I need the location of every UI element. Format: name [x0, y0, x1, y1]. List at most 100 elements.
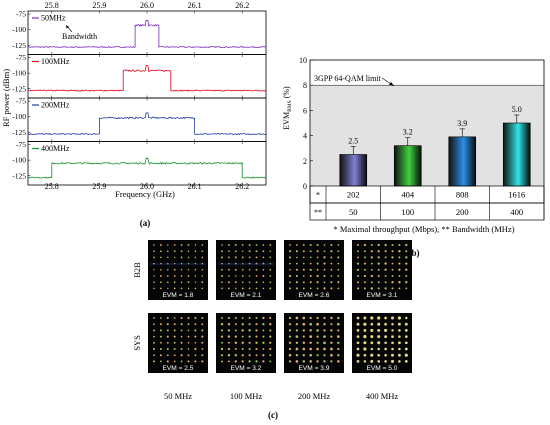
x-top-tick-label: 26.0: [140, 1, 154, 10]
table-cell-throughput: 202: [347, 190, 360, 200]
bar-value-label: 2.5: [348, 137, 358, 146]
evm-label: EVM = 3.1: [367, 292, 398, 299]
constellation-tile: EVM = 2.1: [216, 240, 276, 300]
spectrum-subplot: -75 -100 -125 100MHz: [12, 53, 267, 99]
y-tick-label: 8: [303, 81, 307, 90]
evm-label: EVM = 3.9: [299, 365, 330, 372]
x-bottom-tick-label: 26.0: [140, 182, 154, 191]
spectrum-trace: [27, 65, 267, 92]
table-cell-bandwidth: 100: [401, 207, 414, 217]
constellation-points: [356, 243, 408, 290]
panel-label-c: (c): [268, 410, 278, 420]
constellation-tile: EVM = 1.8: [148, 240, 208, 300]
legend-label: 100MHz: [41, 57, 70, 66]
constellation-points: [221, 244, 272, 290]
spectrum-subplots: -75 -100 -125 50MHz Bandwidth -75 -100 -125 100M…: [12, 10, 267, 186]
table-cell-bandwidth: 50: [349, 207, 358, 217]
column-label: 100 MHz: [230, 391, 263, 401]
table-row-label: **: [314, 208, 322, 217]
y-tick-labels: 0 2 4 6 8 10: [299, 56, 313, 191]
evm-bar-panel: 3GPP 64-QAM limit 0 2 4 6 8 10 2.5 3.2 3.9 5.0 E…: [282, 56, 545, 258]
y-tick-label: -100: [12, 112, 26, 121]
y-tick-label: -125: [12, 171, 26, 180]
constellation-tile: EVM = 3.2: [216, 313, 276, 373]
y-tick-label: 0: [303, 182, 307, 191]
evm-label: EVM = 3.2: [231, 365, 262, 372]
y-tick-label: 2: [303, 157, 307, 166]
y-tick-label: 6: [303, 106, 307, 115]
row-label: SYS: [132, 335, 142, 351]
bar-value-label: 3.2: [403, 128, 413, 137]
evm-bar: [339, 154, 368, 187]
constellation-points: [152, 316, 204, 363]
y-axis-label-subscript: RMS: [287, 100, 293, 112]
constellation-tile: EVM = 5.0: [352, 313, 412, 373]
constellation-background: [352, 240, 412, 300]
panel-label-b: (b): [409, 248, 420, 258]
constellation-tile: EVM = 2.5: [148, 313, 208, 373]
y-tick-label: -75: [16, 97, 26, 106]
spectrum-trace: [27, 157, 267, 179]
constellation-background: [284, 240, 344, 300]
panel-label-a: (a): [140, 218, 151, 228]
table-cell-bandwidth: 200: [456, 207, 469, 217]
x-top-tick-label: 26.2: [235, 1, 249, 10]
bar-value-label: 3.9: [457, 119, 467, 128]
y-tick-label: -125: [12, 128, 26, 137]
x-axis-label: Frequency (GHz): [115, 189, 175, 199]
spectrum-subplot: -75 -100 -125 50MHz Bandwidth: [12, 10, 267, 55]
annotation-arrow-head: [66, 25, 69, 29]
constellation-panel: EVM = 1.8 EVM = 2.1 EVM = 2.6 EVM = 3.1 EVM …: [132, 240, 412, 420]
y-tick-label: -125: [12, 41, 26, 50]
evm-bar: [448, 136, 477, 187]
bars: 2.5 3.2 3.9 5.0: [339, 105, 531, 187]
y-axis-label: EVMRMS (%): [282, 86, 293, 130]
constellation-points: [220, 316, 272, 363]
constellation-background: [216, 313, 276, 373]
spectrum-trace: [27, 19, 267, 49]
constellation-points: [288, 316, 340, 363]
table-footnote: * Maximal throughput (Mbps), ** Bandwidt…: [333, 224, 514, 234]
spectrum-subplot: -75 -100 -125 200MHz: [12, 97, 267, 142]
evm-label: EVM = 1.8: [163, 292, 194, 299]
constellation-grid: EVM = 1.8 EVM = 2.1 EVM = 2.6 EVM = 3.1 EVM …: [148, 240, 412, 373]
y-axis-label-main: EVM: [282, 112, 291, 130]
evm-label: EVM = 2.6: [299, 292, 330, 299]
column-labels: 50 MHz 100 MHz 200 MHz 400 MHz: [164, 391, 398, 401]
evm-bar: [393, 145, 422, 187]
x-bottom-tick-label: 25.9: [92, 182, 106, 191]
evm-label: EVM = 2.5: [163, 365, 194, 372]
table-cell-throughput: 404: [401, 190, 415, 200]
x-bottom-tick-labels: 25.8 25.9 26.0 26.1 26.2: [45, 182, 249, 191]
x-top-tick-labels: 25.8 25.9 26.0 26.1 26.2: [45, 1, 249, 10]
constellation-tile: EVM = 3.9: [284, 313, 344, 373]
y-tick-label: -125: [12, 84, 26, 93]
constellation-background: [148, 313, 208, 373]
column-label: 200 MHz: [298, 391, 331, 401]
constellation-tile: EVM = 2.6: [284, 240, 344, 300]
evm-label: EVM = 2.1: [231, 292, 262, 299]
evm-label: EVM = 5.0: [367, 365, 398, 372]
spectrum-subplot: -75 -100 -125 400MHz: [12, 140, 267, 186]
x-top-tick-label: 25.8: [45, 1, 59, 10]
constellation-background: [284, 313, 344, 373]
constellation-tile: EVM = 3.1: [352, 240, 412, 300]
x-bottom-tick-label: 25.8: [45, 182, 59, 191]
y-tick-label: -75: [16, 53, 26, 62]
bar-value-label: 5.0: [512, 105, 522, 114]
legend-label: 200MHz: [41, 101, 70, 110]
y-tick-label: -100: [12, 69, 26, 78]
x-top-tick-label: 26.1: [188, 1, 202, 10]
x-top-tick-label: 25.9: [92, 1, 106, 10]
y-tick-label: 4: [303, 132, 307, 141]
constellation-background: [216, 240, 276, 300]
x-bottom-tick-label: 26.2: [235, 182, 249, 191]
constellation-background: [352, 313, 412, 373]
y-tick-label: -100: [12, 156, 26, 165]
y-tick-label: -100: [12, 25, 26, 34]
legend-label: 50MHz: [41, 14, 66, 23]
y-tick-label: 10: [299, 56, 307, 65]
y-axis-label: RF power (dBm): [1, 69, 11, 127]
table-row-label: *: [316, 191, 320, 200]
